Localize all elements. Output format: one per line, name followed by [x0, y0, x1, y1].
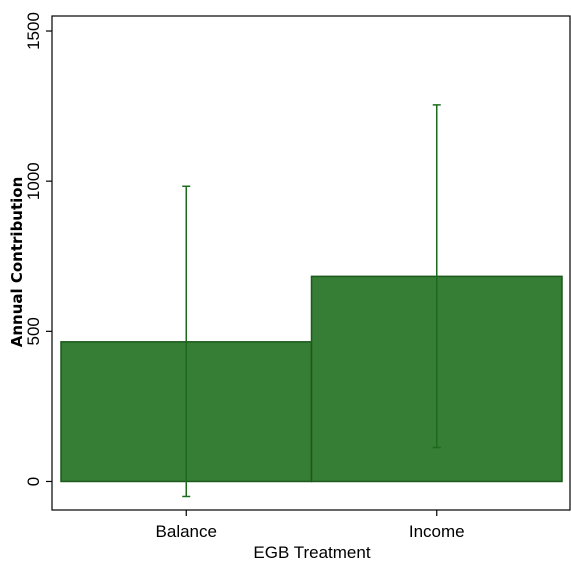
bars — [60, 275, 563, 483]
y-tick-label: 1500 — [24, 12, 43, 50]
x-axis: Balance Income — [156, 510, 465, 541]
error-bar-balance — [182, 185, 191, 498]
x-tick-label-income: Income — [409, 522, 465, 541]
plot-frame — [51, 15, 571, 511]
error-bar-income — [432, 104, 441, 449]
error-bars — [182, 104, 441, 498]
y-tick-label: 500 — [24, 317, 43, 345]
y-tick-label: 1000 — [24, 162, 43, 200]
y-tick-label: 0 — [24, 477, 43, 486]
x-tick-label-balance: Balance — [156, 522, 217, 541]
y-axis: 0 500 1000 1500 — [24, 12, 52, 486]
plot-area — [51, 15, 571, 511]
y-axis-title: Annual Contribution — [8, 177, 26, 348]
x-axis-title: EGB Treatment — [253, 543, 370, 561]
